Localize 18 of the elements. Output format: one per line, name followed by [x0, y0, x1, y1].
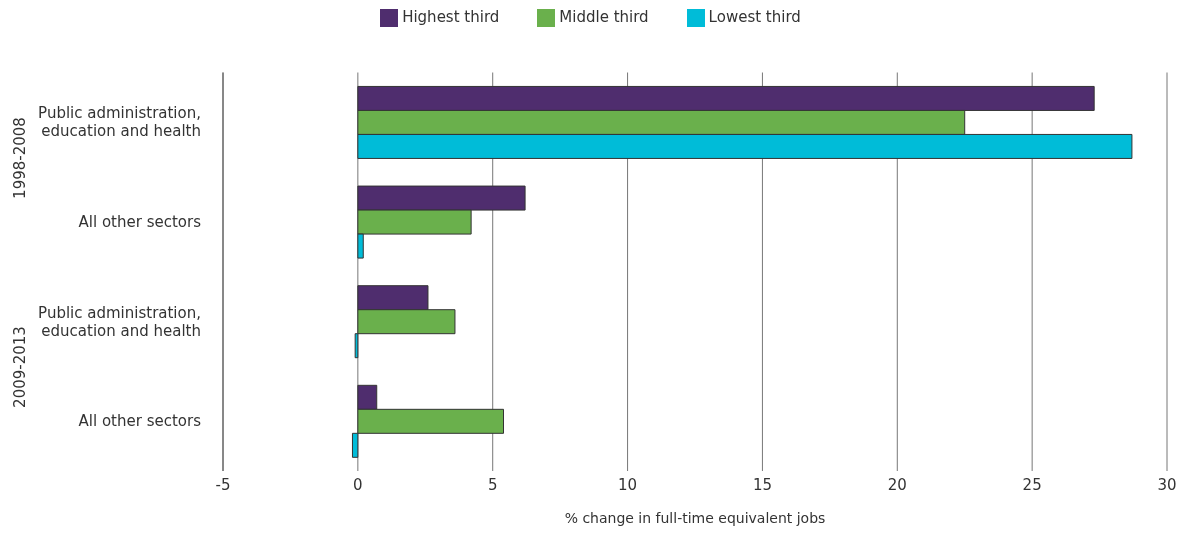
- y-tick-label: Public administration, education and health: [38, 303, 201, 340]
- x-tick-label: 30: [1157, 475, 1177, 494]
- legend-label: Middle third: [559, 8, 649, 26]
- x-tick-label: -5: [215, 475, 231, 494]
- y-tick-label: All other sectors: [78, 212, 202, 231]
- legend-label: Highest third: [402, 8, 500, 26]
- x-tick-label: 25: [1022, 475, 1042, 494]
- x-tick-label: 10: [618, 475, 638, 494]
- x-tick-label: 0: [353, 475, 363, 494]
- x-tick-label: 15: [752, 475, 772, 494]
- x-tick-label: 20: [887, 475, 907, 494]
- text: 2009-2013: [11, 325, 30, 408]
- text: 1998-2008: [11, 117, 30, 200]
- y-tick-label: Public administration, education and health: [38, 104, 201, 141]
- y-tick-label: All other sectors: [78, 412, 202, 431]
- x-axis-title: % change in full-time equivalent jobs: [564, 510, 826, 526]
- x-tick-label: 5: [487, 475, 498, 494]
- legend-label: Lowest third: [708, 8, 801, 26]
